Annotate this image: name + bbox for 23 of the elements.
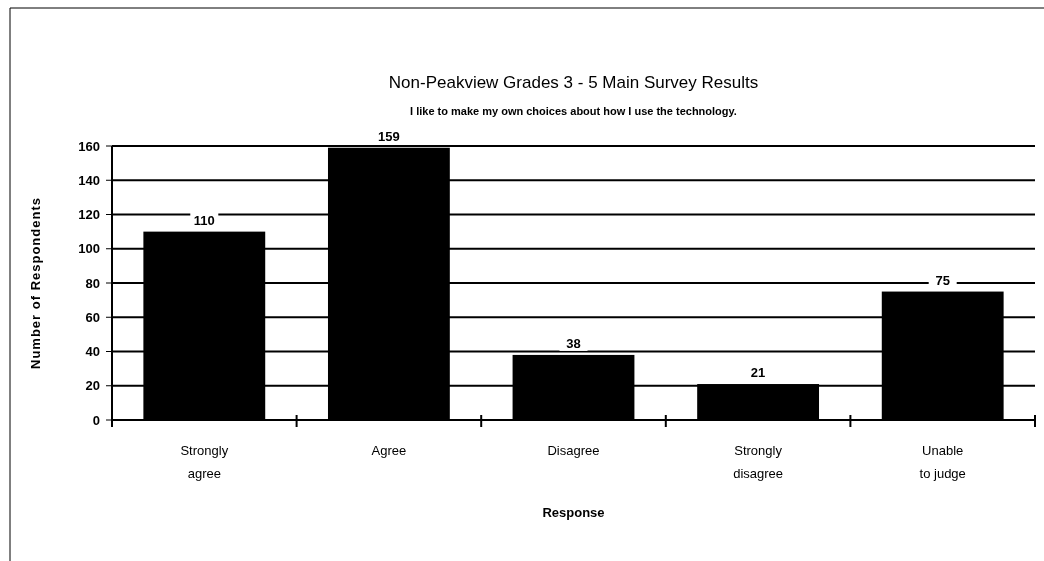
x-tick-label: Unable to judge (919, 443, 966, 481)
data-label: 159 (378, 128, 400, 144)
y-tick-label: 140 (78, 172, 100, 188)
data-label: 110 (193, 212, 215, 228)
data-label: 38 (566, 335, 581, 351)
x-tick-label: Agree (371, 443, 407, 458)
y-tick-label: 40 (85, 344, 100, 360)
y-tick-label: 120 (78, 207, 100, 223)
chart-subtitle: I like to make my own choices about how I use the technology. (410, 105, 737, 117)
y-tick-label: 80 (85, 275, 100, 291)
x-tick-label: Strongly disagree (733, 443, 784, 481)
x-axis-title: Response (542, 505, 605, 520)
y-tick-label: 20 (85, 378, 100, 394)
data-label: 75 (935, 272, 950, 288)
y-tick-label: 60 (85, 309, 100, 325)
y-tick-label: 100 (78, 241, 100, 257)
y-tick-label: 160 (78, 138, 100, 154)
y-tick-label: 0 (92, 412, 100, 428)
x-tick-label: Strongly agree (180, 443, 229, 481)
y-axis-title: Number of Respondents (28, 197, 43, 369)
x-tick-label: Disagree (547, 443, 600, 458)
chart-title: Non-Peakview Grades 3 - 5 Main Survey Results (388, 73, 759, 92)
data-label: 21 (750, 365, 766, 381)
